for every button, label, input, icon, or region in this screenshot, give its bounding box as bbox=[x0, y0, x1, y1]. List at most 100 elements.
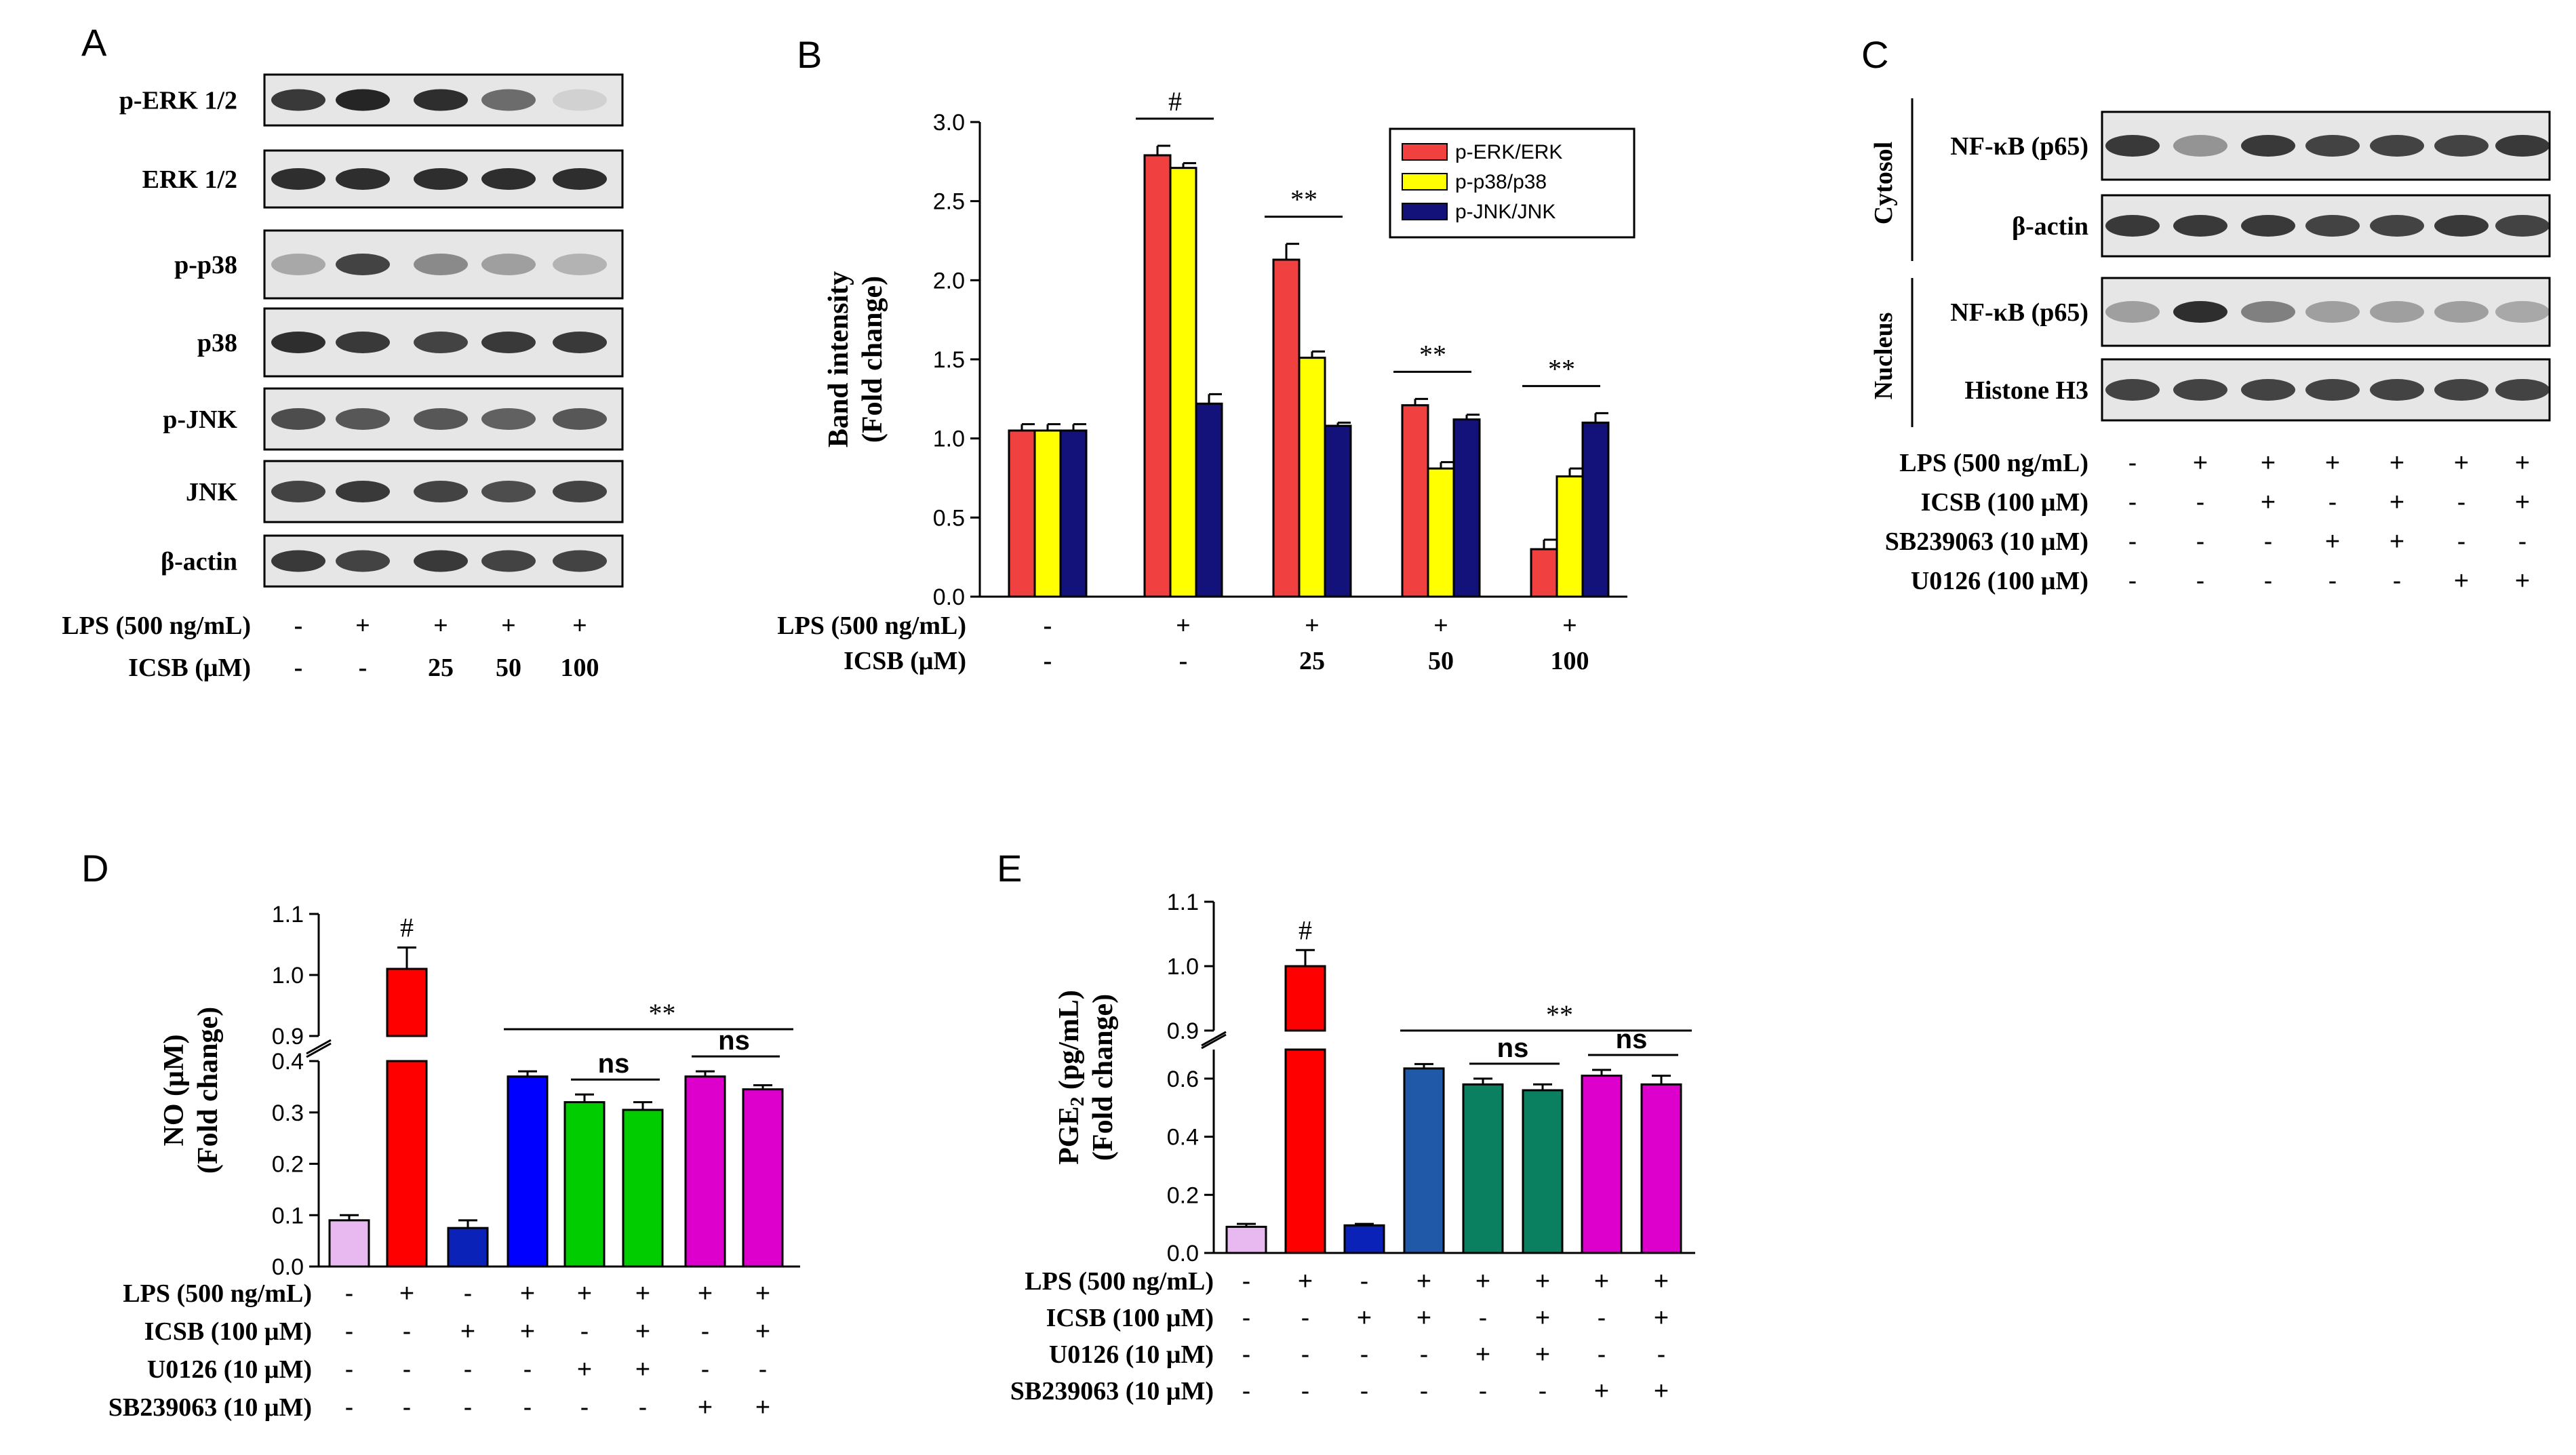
panelD-condition-value: + bbox=[698, 1279, 713, 1308]
panelE-condition-value: - bbox=[1420, 1377, 1429, 1406]
panel-b-condition-value: - bbox=[1044, 647, 1052, 675]
panel-b-bar bbox=[1530, 548, 1558, 598]
panel-b-y-tick-label: 3.0 bbox=[933, 110, 965, 136]
panel-c-blot-band bbox=[2434, 215, 2489, 237]
panelD-condition-value: - bbox=[701, 1355, 710, 1384]
panel-c-blot-band bbox=[2305, 215, 2360, 237]
panelD-condition-value: - bbox=[701, 1317, 710, 1346]
panelE-ns-label: ns bbox=[1616, 1024, 1648, 1054]
panelD-condition-value: - bbox=[759, 1355, 768, 1384]
panel-b-condition-value: + bbox=[1305, 612, 1320, 640]
panel-c-condition-value: - bbox=[2128, 567, 2137, 595]
panelD-condition-value: - bbox=[464, 1393, 473, 1422]
panelD-condition-value: + bbox=[635, 1279, 650, 1308]
panel-b-condition-value: + bbox=[1562, 612, 1577, 640]
panel-c-blot-band bbox=[2105, 135, 2160, 157]
panelD-y-tick-label: 1.0 bbox=[272, 963, 304, 989]
panelD-condition-value: - bbox=[345, 1317, 354, 1346]
panel-a-blot-band bbox=[481, 254, 536, 275]
panel-a-blot-band bbox=[481, 332, 536, 353]
panelD-condition-value: - bbox=[523, 1393, 532, 1422]
panel-a-blot-band bbox=[481, 550, 536, 572]
panel-a-blot-label: ERK 1/2 bbox=[142, 165, 237, 194]
panelD-y-tick-label: 1.1 bbox=[272, 902, 304, 928]
panel-label-b: B bbox=[797, 33, 822, 76]
panel-c-blot-band bbox=[2173, 301, 2227, 323]
panelE-condition-value: + bbox=[1594, 1377, 1609, 1406]
panel-a-blot-band bbox=[336, 168, 390, 190]
panelD-bar-upper bbox=[386, 968, 428, 1037]
panel-c-condition-value: + bbox=[2454, 449, 2469, 477]
panel-c-blot-band bbox=[2434, 379, 2489, 401]
panelE-bar bbox=[1225, 1225, 1267, 1254]
panel-c-blot-label: NF-κB (p65) bbox=[1950, 298, 2088, 327]
panelD-bar bbox=[447, 1227, 489, 1268]
panelE-bar bbox=[1640, 1083, 1682, 1254]
panel-c-blot-label: NF-κB (p65) bbox=[1950, 132, 2088, 161]
panel-c-blot-band bbox=[2241, 379, 2295, 401]
panel-a-blot-band bbox=[336, 332, 390, 353]
panelD-condition-value: - bbox=[639, 1393, 648, 1422]
panel-c-fraction-label: Cytosol bbox=[1869, 142, 1898, 224]
panel-d-bar-chart: 0.0 0.1 0.2 0.3 0.40.9 1.0 1.1 NO (μM) (Fold cha… bbox=[108, 902, 800, 1422]
panel-c-condition-value: - bbox=[2196, 488, 2205, 517]
panel-a-blot-label: JNK bbox=[186, 478, 237, 506]
panel-a-condition-value: - bbox=[359, 654, 368, 682]
panel-a-blot-label: β-actin bbox=[161, 548, 237, 576]
panel-a-condition-value: + bbox=[501, 612, 516, 640]
panelE-y-tick-label: 0.6 bbox=[1167, 1067, 1199, 1092]
panel-a-blot-band bbox=[553, 254, 607, 275]
panelD-condition-value: + bbox=[755, 1393, 770, 1422]
panel-label-d: D bbox=[81, 847, 108, 890]
panel-c-condition-value: - bbox=[2264, 567, 2273, 595]
panel-b-significance-mark: # bbox=[1168, 86, 1182, 117]
panel-b-bar bbox=[1555, 475, 1584, 598]
panel-a-condition-value: 50 bbox=[496, 654, 521, 682]
panelD-significance-mark: ** bbox=[649, 998, 676, 1029]
panel-c-condition-value: + bbox=[2390, 449, 2404, 477]
panel-b-bar bbox=[1169, 167, 1197, 598]
panel-c-condition-value: + bbox=[2261, 488, 2276, 517]
panel-b-y-tick-label: 2.5 bbox=[933, 189, 965, 215]
panelD-condition-value: - bbox=[345, 1393, 354, 1422]
panel-c-blot-band bbox=[2370, 135, 2424, 157]
panel-b-y-label: Band intensity bbox=[823, 271, 854, 447]
panelD-condition-value: - bbox=[580, 1317, 589, 1346]
panelE-y-tick-label: 1.0 bbox=[1167, 954, 1199, 980]
panel-b-bar bbox=[1195, 402, 1223, 598]
panelE-bar bbox=[1403, 1067, 1445, 1254]
panel-c-condition-label: U0126 (100 μM) bbox=[1911, 567, 2088, 595]
panelE-bar bbox=[1462, 1083, 1504, 1254]
panel-c-blot-band bbox=[2495, 379, 2550, 401]
panelD-condition-value: + bbox=[520, 1317, 535, 1346]
panel-b-bar bbox=[1033, 429, 1062, 598]
panelD-condition-value: + bbox=[755, 1317, 770, 1346]
panel-c-blot-band bbox=[2173, 135, 2227, 157]
panel-a-condition-value: 100 bbox=[561, 654, 599, 682]
panelE-condition-value: + bbox=[1654, 1304, 1669, 1332]
panelD-condition-label: SB239063 (10 μM) bbox=[108, 1393, 312, 1422]
panelE-significance-mark: ** bbox=[1546, 999, 1573, 1030]
panelD-condition-label: U0126 (10 μM) bbox=[147, 1355, 312, 1384]
panel-b-legend-swatch bbox=[1402, 143, 1448, 161]
panel-a-blot-band bbox=[414, 254, 468, 275]
panelD-condition-value: - bbox=[580, 1393, 589, 1422]
panel-a-blot-band bbox=[336, 550, 390, 572]
panel-b-y-tick-label: 0.0 bbox=[933, 584, 965, 610]
panel-b-bar bbox=[1008, 429, 1036, 598]
panel-a-blot-band bbox=[271, 89, 325, 111]
panel-c-blot-band bbox=[2495, 135, 2550, 157]
panel-a-blot-band bbox=[271, 481, 325, 502]
panel-a-blot-label: p-ERK 1/2 bbox=[119, 87, 237, 115]
panel-a-condition-value: 25 bbox=[428, 654, 454, 682]
panel-c-condition-value: - bbox=[2196, 527, 2205, 556]
panel-b-y-label: (Fold change) bbox=[857, 276, 888, 443]
panelD-axis-break bbox=[306, 1039, 332, 1055]
panelE-condition-value: - bbox=[1539, 1377, 1547, 1406]
panelD-condition-value: + bbox=[460, 1317, 475, 1346]
panel-b-y-tick-label: 1.5 bbox=[933, 347, 965, 373]
panelE-condition-label: ICSB (100 μM) bbox=[1046, 1304, 1214, 1332]
panel-c-blot-band bbox=[2305, 301, 2360, 323]
panel-a-condition-value: - bbox=[294, 612, 303, 640]
panelE-condition-value: + bbox=[1535, 1340, 1550, 1369]
